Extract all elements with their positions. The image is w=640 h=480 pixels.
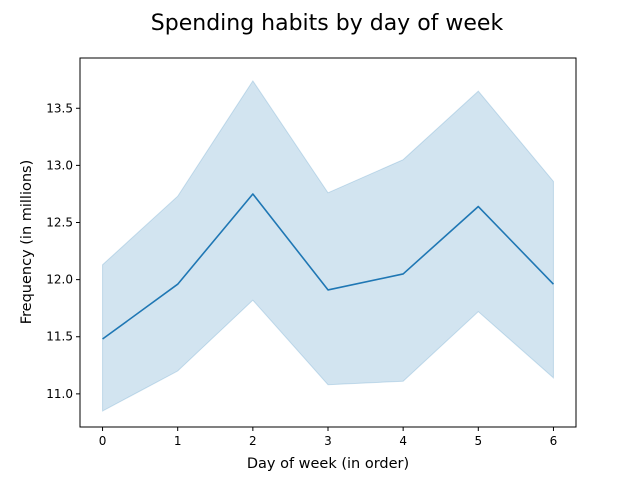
x-tick-label: 3 [324,434,332,448]
y-tick-label: 12.5 [46,216,73,230]
x-tick-label: 1 [174,434,182,448]
y-tick-label: 13.0 [46,158,73,172]
series-line [102,193,555,340]
x-tick-label: 6 [550,434,558,448]
plot-area [102,79,555,412]
x-tick-label: 5 [474,434,482,448]
x-axis-label: Day of week (in order) [247,456,409,472]
y-tick-label: 12.0 [46,273,73,287]
confidence-band [102,79,554,412]
chart-title: Spending habits by day of week [151,11,504,36]
x-tick-label: 0 [99,434,107,448]
y-tick-label: 13.5 [46,101,73,115]
x-axis-ticks: 0 1 2 3 4 5 6 [99,427,558,448]
y-axis-ticks: 11.0 11.5 12.0 12.5 13.0 13.5 [46,101,80,401]
x-tick-label: 2 [249,434,257,448]
y-tick-label: 11.5 [46,330,73,344]
y-axis-label: Frequency (in millions) [19,160,35,325]
x-tick-label: 4 [399,434,407,448]
y-tick-label: 11.0 [46,387,73,401]
